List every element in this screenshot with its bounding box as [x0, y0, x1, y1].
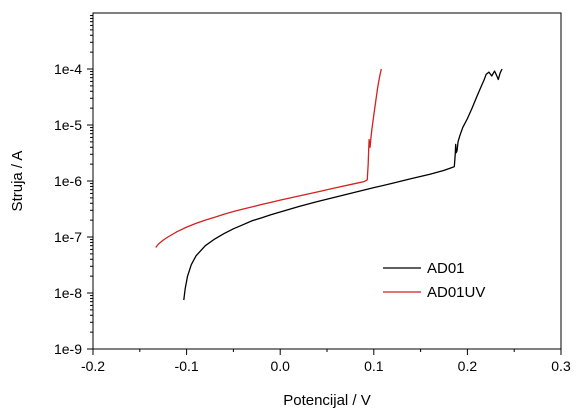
x-axis-title: Potencijal / V [283, 392, 371, 409]
x-tick-label: -0.1 [175, 358, 199, 374]
x-tick-label: 0.0 [270, 358, 290, 374]
x-tick-label: 0.2 [458, 358, 478, 374]
axes-layer: -0.2 -0.1 0.0 0.1 0.2 0.3 1e-9 1e-8 1e-7 1e-6 1e-5… [54, 12, 571, 374]
y-axis-title: Struja / A [9, 151, 26, 212]
series-line-0 [183, 68, 503, 301]
y-tick-label: 1e-6 [54, 173, 82, 189]
legend: AD01 AD01UV [383, 260, 485, 301]
plot-frame [92, 12, 562, 350]
x-tick-label: 0.1 [364, 358, 384, 374]
series-line-1 [155, 68, 382, 248]
legend-label: AD01UV [427, 284, 485, 301]
y-tick-label: 1e-5 [54, 117, 82, 133]
x-tick-label: 0.3 [551, 358, 571, 374]
y-tick-label: 1e-8 [54, 285, 82, 301]
y-tick-label: 1e-4 [54, 61, 82, 77]
x-tick-label: -0.2 [81, 358, 105, 374]
y-tick-label: 1e-7 [54, 229, 82, 245]
legend-label: AD01 [427, 260, 465, 277]
series-layer [155, 68, 503, 301]
y-tick-label: 1e-9 [54, 341, 82, 357]
